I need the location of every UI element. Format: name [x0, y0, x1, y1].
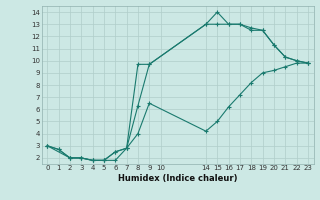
- X-axis label: Humidex (Indice chaleur): Humidex (Indice chaleur): [118, 174, 237, 183]
